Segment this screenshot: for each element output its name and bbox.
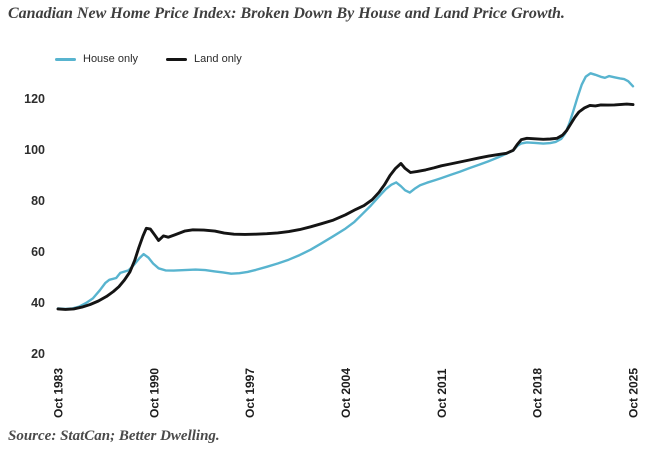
legend-item-land-only: Land only	[166, 53, 242, 65]
legend-label: House only	[83, 53, 139, 65]
y-axis-tick-label: 80	[31, 194, 45, 208]
legend-item-house-only: House only	[55, 53, 138, 65]
x-axis-tick-label: Oct 2004	[339, 368, 353, 418]
x-axis-tick-label: Oct 2025	[627, 368, 641, 418]
x-axis-tick-label: Oct 1983	[52, 368, 66, 418]
legend-swatch	[55, 57, 76, 61]
source-note: Source: StatCan; Better Dwelling.	[8, 428, 220, 444]
y-axis-tick-label: 100	[24, 143, 45, 157]
y-axis-tick-label: 20	[31, 347, 45, 361]
series-line-land-only	[56, 102, 635, 311]
x-axis-tick-label: Oct 2011	[435, 368, 449, 418]
x-axis-tick-label: Oct 1990	[147, 368, 161, 418]
y-axis-tick-label: 60	[31, 245, 45, 259]
x-axis-tick-label: Oct 2018	[531, 368, 545, 418]
x-axis-tick-label: Oct 1997	[243, 368, 257, 418]
legend-swatch	[166, 57, 188, 61]
y-axis-tick-label: 40	[31, 296, 45, 310]
legend: House only Land only	[55, 53, 242, 65]
series-line-house-only	[56, 72, 635, 311]
chart-title: Canadian New Home Price Index: Broken Do…	[8, 5, 565, 22]
legend-label: Land only	[194, 53, 242, 65]
y-axis-tick-label: 120	[24, 92, 45, 106]
